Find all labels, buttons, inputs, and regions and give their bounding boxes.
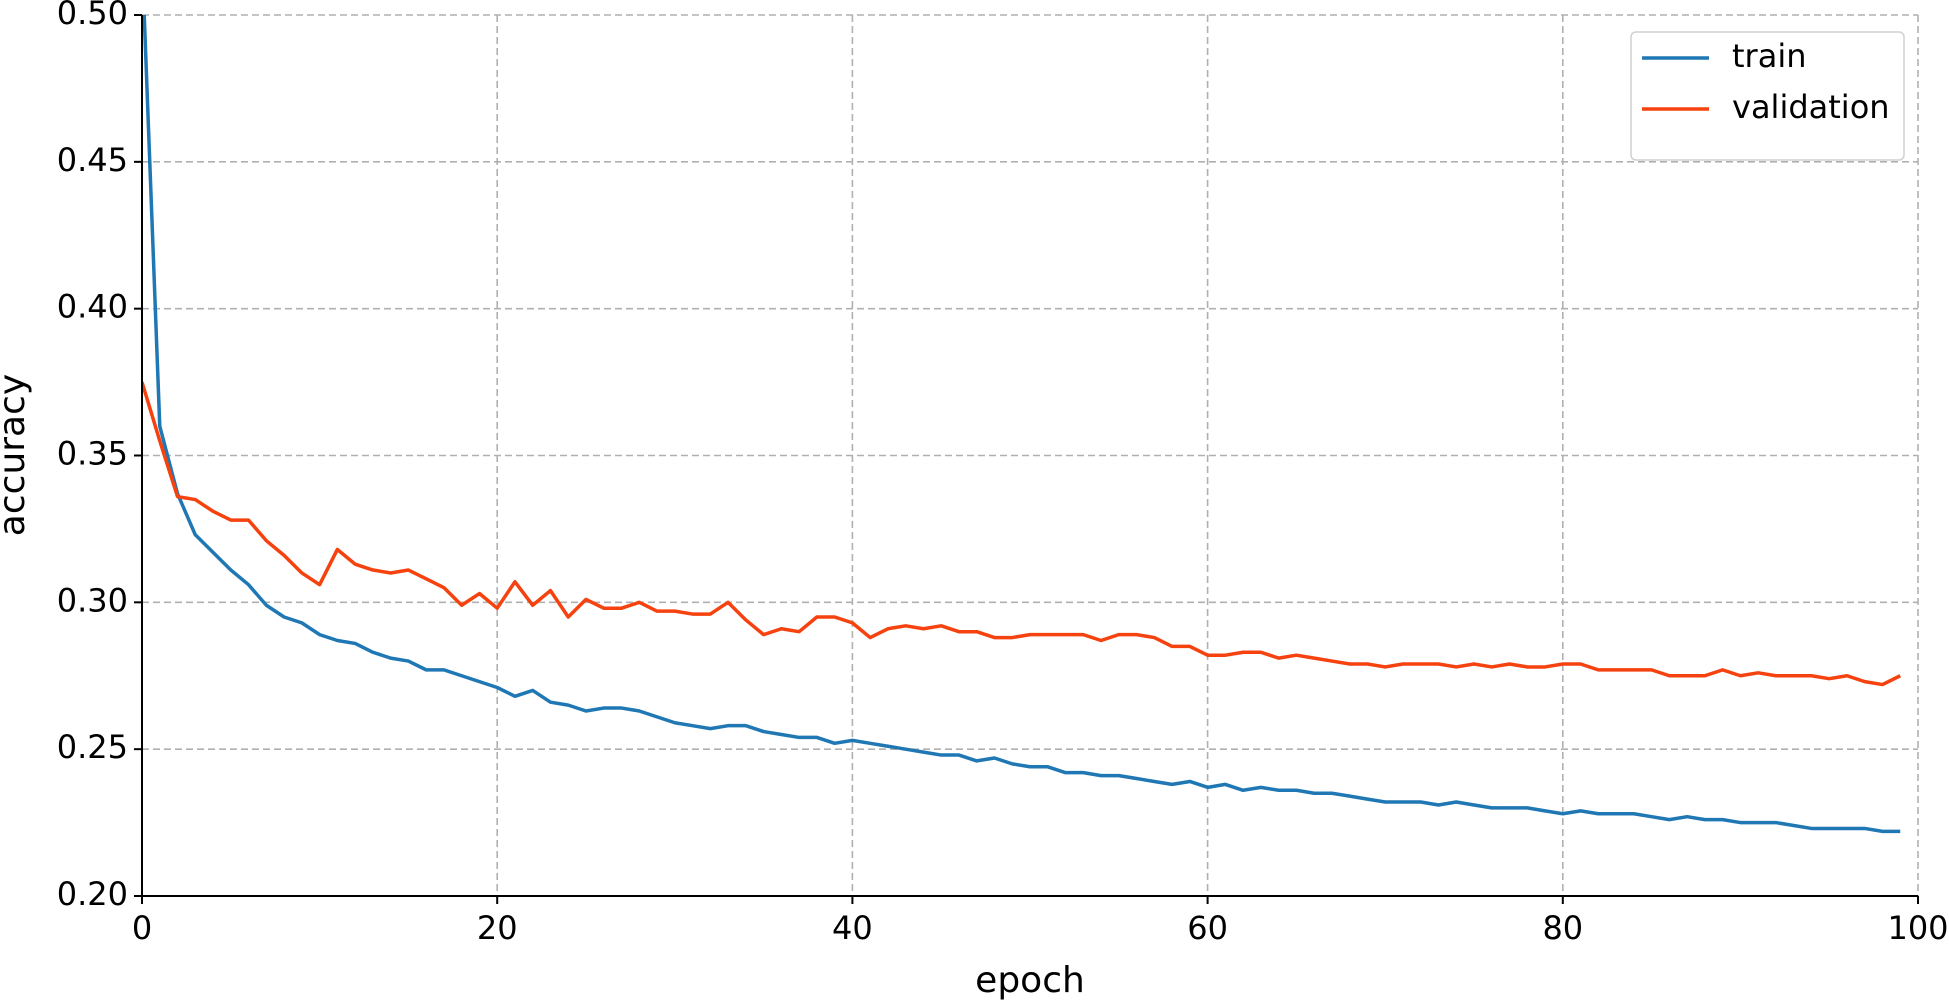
y-tick-label: 0.45	[57, 141, 128, 179]
x-tick-label: 40	[832, 909, 873, 947]
legend-box	[1630, 31, 1905, 161]
y-tick-label: 0.30	[57, 581, 128, 619]
x-tick-label: 60	[1187, 909, 1228, 947]
y-tick-label: 0.25	[57, 728, 128, 766]
y-tick-label: 0.20	[57, 875, 128, 913]
y-tick-label: 0.50	[57, 0, 128, 32]
legend-label: validation	[1732, 88, 1890, 126]
legend-label: train	[1732, 37, 1806, 75]
y-axis-label: accuracy	[0, 374, 33, 536]
line-series	[142, 381, 1902, 687]
line-series	[142, 15, 1901, 834]
x-tick-label: 100	[1887, 909, 1948, 947]
x-tick-label: 0	[132, 909, 152, 947]
y-tick-label: 0.40	[57, 288, 128, 326]
y-tick-label: 0.35	[57, 435, 128, 473]
x-axis-label: epoch	[975, 960, 1085, 1001]
x-tick-label: 80	[1542, 909, 1583, 947]
x-tick-label: 20	[477, 909, 518, 947]
